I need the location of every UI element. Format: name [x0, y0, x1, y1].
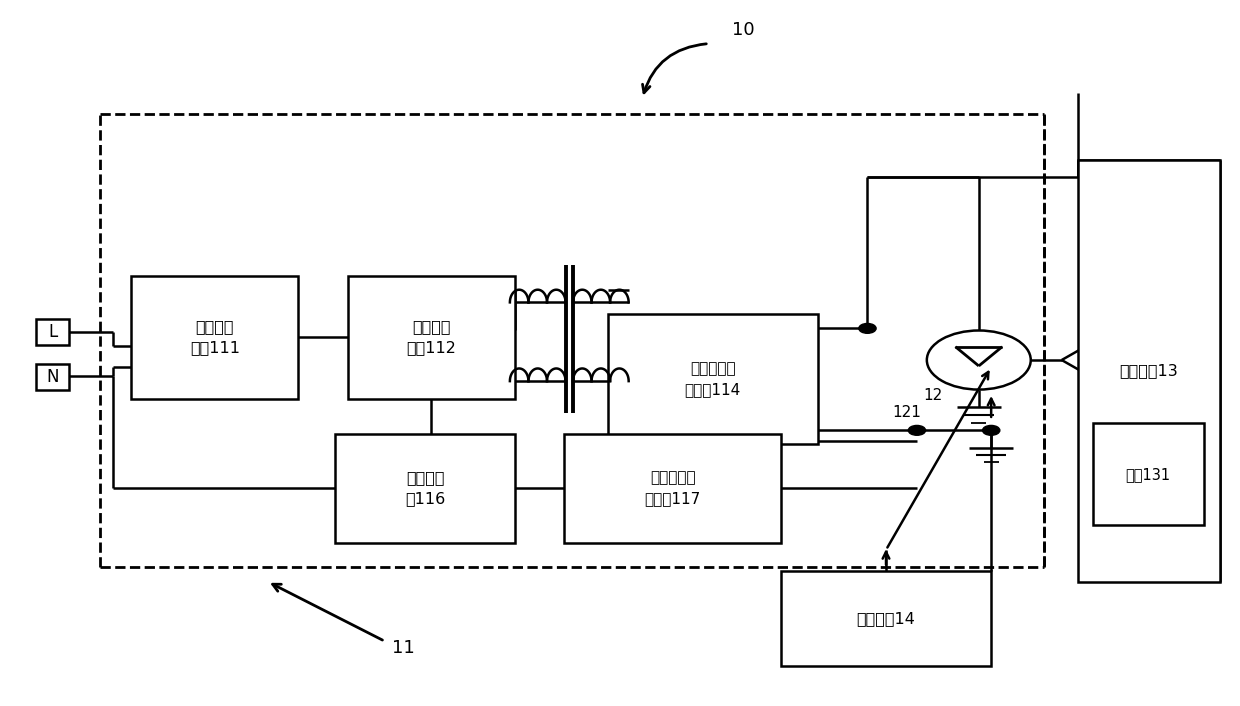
Text: 功率变换
单元112: 功率变换 单元112	[407, 319, 456, 355]
Text: L: L	[48, 323, 57, 340]
Text: 12: 12	[924, 388, 942, 402]
Bar	[36, 364, 69, 390]
Bar	[1092, 424, 1204, 525]
Text: 内部控制
器116: 内部控制 器116	[405, 470, 445, 506]
Text: 冷却单元14: 冷却单元14	[857, 611, 915, 626]
Text: 负载131: 负载131	[1126, 467, 1171, 481]
Bar	[347, 275, 515, 399]
Bar	[564, 434, 781, 543]
Bar	[131, 275, 299, 399]
Circle shape	[908, 426, 925, 436]
Bar	[1078, 160, 1220, 582]
Text: 高压整流滤
波单元114: 高压整流滤 波单元114	[684, 361, 742, 397]
Text: 10: 10	[733, 20, 755, 39]
Bar	[336, 434, 515, 543]
Text: 整流滤波
单元111: 整流滤波 单元111	[190, 319, 239, 355]
Circle shape	[859, 323, 877, 333]
Text: N: N	[46, 368, 60, 385]
Circle shape	[982, 426, 999, 436]
Text: 工作腔体13: 工作腔体13	[1120, 363, 1178, 378]
Bar	[36, 318, 69, 345]
FancyArrowPatch shape	[642, 44, 707, 92]
Bar	[781, 571, 991, 666]
Text: 第一电流采
样电路117: 第一电流采 样电路117	[645, 470, 701, 506]
Text: 121: 121	[893, 405, 921, 420]
Bar	[608, 314, 818, 444]
Text: 11: 11	[392, 640, 415, 657]
